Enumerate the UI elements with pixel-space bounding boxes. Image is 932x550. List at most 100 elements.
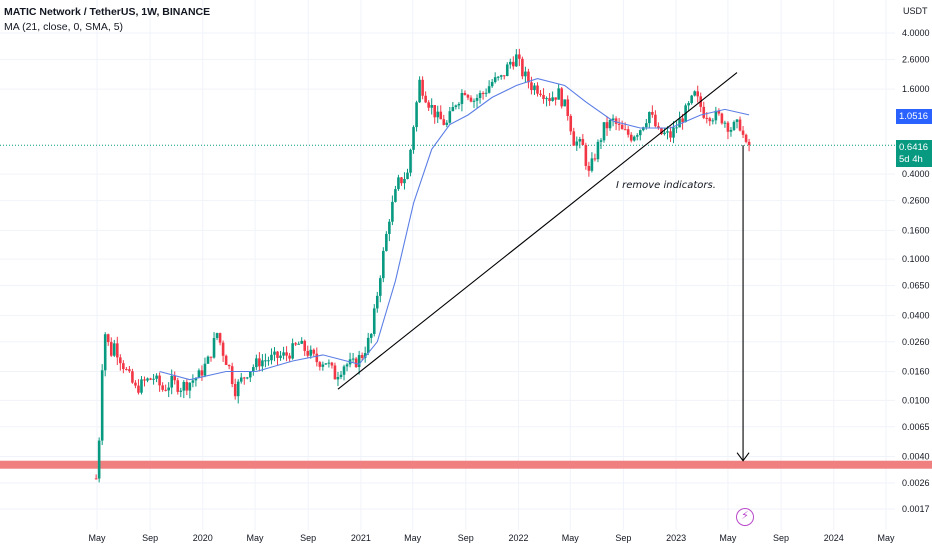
candle bbox=[369, 332, 373, 344]
candle bbox=[475, 94, 479, 108]
candle-body bbox=[490, 82, 494, 87]
candle bbox=[454, 104, 458, 110]
symbol-title[interactable]: MATIC Network / TetherUS, 1W, BINANCE bbox=[4, 6, 211, 18]
candle-body bbox=[291, 343, 294, 359]
candle bbox=[197, 368, 201, 379]
candle bbox=[185, 379, 189, 396]
candle bbox=[388, 218, 391, 242]
candle-body bbox=[409, 149, 412, 173]
candle bbox=[563, 99, 566, 107]
candle-body bbox=[306, 350, 310, 356]
candle-body bbox=[125, 369, 128, 371]
x-tick-label: May bbox=[404, 533, 422, 543]
candle bbox=[218, 332, 222, 346]
candle-body bbox=[385, 233, 388, 251]
candle bbox=[345, 362, 349, 372]
candle bbox=[309, 345, 313, 359]
candle-body bbox=[436, 111, 440, 118]
candle-body bbox=[663, 132, 666, 135]
candle-body bbox=[345, 364, 349, 367]
candle-body bbox=[578, 139, 582, 142]
candle bbox=[717, 108, 721, 116]
candle-body bbox=[717, 110, 721, 114]
candle-body bbox=[651, 112, 654, 115]
candle-body bbox=[109, 342, 113, 356]
candle bbox=[536, 82, 539, 97]
candle bbox=[203, 357, 207, 378]
candle bbox=[134, 380, 137, 389]
candle bbox=[276, 351, 279, 366]
candle-body bbox=[626, 129, 630, 135]
candle-body bbox=[645, 123, 648, 128]
candle bbox=[421, 76, 424, 100]
ma-legend[interactable]: MA (21, close, 0, SMA, 5) bbox=[4, 21, 124, 33]
candle-body bbox=[654, 114, 657, 127]
moving-average-line bbox=[159, 78, 750, 381]
candle bbox=[617, 117, 621, 131]
candle bbox=[342, 364, 346, 381]
candle bbox=[545, 96, 548, 107]
candle bbox=[391, 195, 394, 226]
candle-body bbox=[418, 79, 421, 103]
y-tick-label: 0.0400 bbox=[902, 310, 930, 320]
candle bbox=[230, 362, 234, 388]
x-tick-label: May bbox=[247, 533, 265, 543]
candle bbox=[499, 74, 503, 80]
candle-body bbox=[702, 106, 706, 118]
candle bbox=[469, 95, 473, 103]
candle-body bbox=[530, 82, 533, 91]
candle-body bbox=[481, 93, 485, 95]
candle bbox=[318, 360, 322, 371]
candle bbox=[112, 339, 116, 358]
chart-grid bbox=[0, 0, 895, 530]
candle-body bbox=[273, 351, 276, 355]
candle bbox=[406, 168, 409, 180]
candle bbox=[273, 347, 276, 362]
candle bbox=[614, 116, 618, 131]
candle bbox=[236, 379, 240, 404]
candle bbox=[303, 339, 307, 356]
candle bbox=[200, 365, 204, 381]
candle-body bbox=[584, 145, 588, 166]
candle bbox=[366, 332, 370, 356]
candle-body bbox=[264, 360, 267, 362]
candle bbox=[505, 62, 509, 77]
candle bbox=[400, 176, 403, 186]
candle-body bbox=[693, 91, 696, 96]
candle-body bbox=[236, 381, 240, 397]
candle-body bbox=[321, 364, 325, 367]
candle bbox=[738, 116, 742, 132]
candle-body bbox=[521, 58, 524, 77]
candle-body bbox=[466, 94, 470, 98]
lightning-icon[interactable]: ⚡ bbox=[736, 508, 754, 526]
candle bbox=[106, 333, 110, 346]
candle bbox=[584, 142, 588, 170]
candle bbox=[119, 354, 122, 371]
projection-arrow bbox=[736, 145, 750, 462]
time-axis[interactable]: May Sep 2020 May Sep 2021 May Sep 2022 May Sep 2023… bbox=[88, 533, 895, 543]
candle bbox=[599, 138, 603, 150]
candle bbox=[188, 382, 192, 399]
candle-body bbox=[152, 378, 155, 380]
price-axis[interactable]: USDT 4.0000 2.6000 1.6000 0.4000 0.2600 0.1600… bbox=[902, 6, 930, 514]
candle-body bbox=[137, 385, 140, 393]
candle-body bbox=[569, 115, 573, 132]
candle bbox=[451, 102, 455, 112]
candle-body bbox=[551, 97, 554, 101]
candle bbox=[167, 382, 170, 398]
candle bbox=[569, 114, 573, 135]
candle bbox=[164, 384, 167, 392]
candle-body bbox=[182, 381, 186, 391]
candle-body bbox=[209, 356, 213, 358]
candle bbox=[397, 174, 400, 191]
candle bbox=[109, 337, 113, 357]
candle bbox=[620, 120, 624, 130]
candle bbox=[424, 91, 427, 104]
candle-body bbox=[666, 131, 669, 133]
candle-body bbox=[539, 93, 542, 95]
candle bbox=[403, 172, 406, 190]
candle-body bbox=[357, 355, 361, 368]
candle bbox=[239, 372, 243, 384]
candle bbox=[690, 94, 693, 105]
